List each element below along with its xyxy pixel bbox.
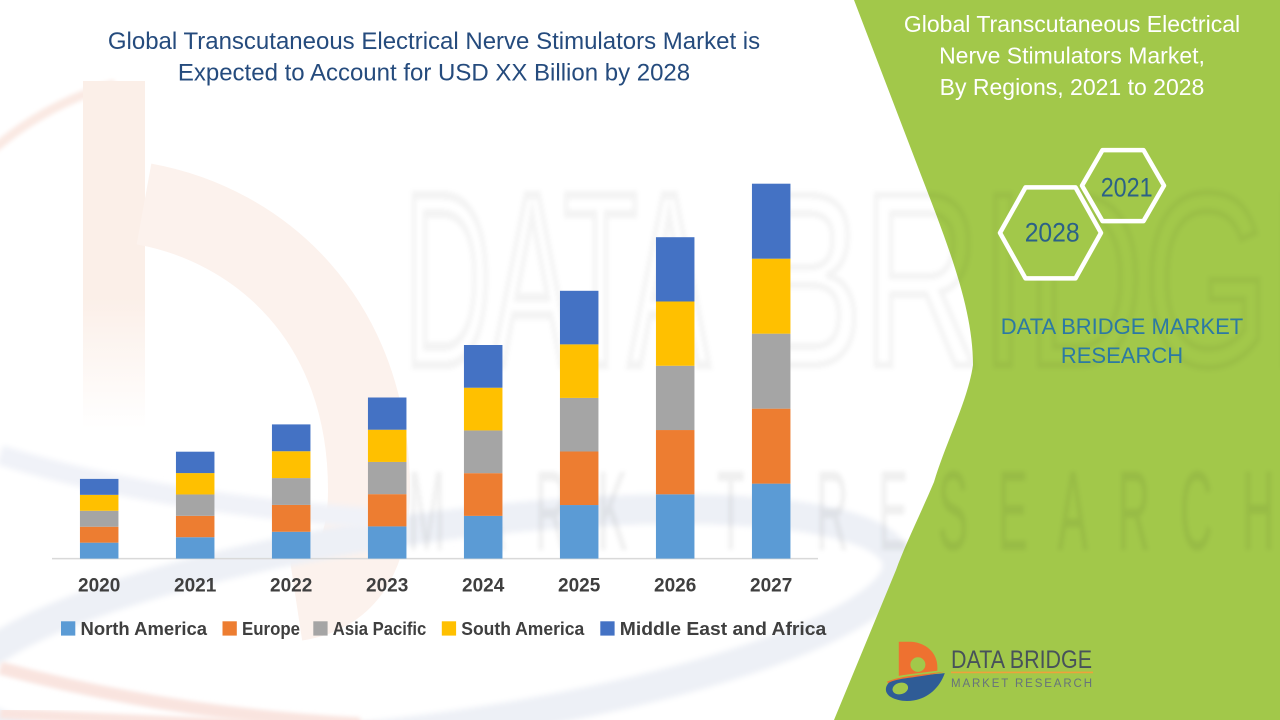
svg-text:2024: 2024 <box>462 576 505 597</box>
svg-text:North America: North America <box>81 619 209 639</box>
svg-text:Nerve Stimulators Market,: Nerve Stimulators Market, <box>939 43 1205 69</box>
svg-text:2026: 2026 <box>654 576 696 597</box>
svg-text:By Regions, 2021 to 2028: By Regions, 2021 to 2028 <box>940 74 1205 100</box>
svg-text:RESEARCH: RESEARCH <box>1061 343 1183 368</box>
svg-text:2028: 2028 <box>1025 218 1080 248</box>
svg-text:Asia Pacific: Asia Pacific <box>333 619 427 639</box>
svg-text:MARKET RESEARCH: MARKET RESEARCH <box>951 678 1092 690</box>
svg-text:2025: 2025 <box>558 576 601 597</box>
svg-text:2021: 2021 <box>174 576 217 597</box>
svg-text:DATA BRIDGE MARKET: DATA BRIDGE MARKET <box>1001 314 1243 339</box>
svg-text:Expected to Account for USD XX: Expected to Account for USD XX Billion b… <box>178 59 690 86</box>
svg-text:BRIDGE: BRIDGE <box>754 143 1280 418</box>
svg-text:Global Transcutaneous Electric: Global Transcutaneous Electrical <box>904 11 1240 37</box>
svg-text:2027: 2027 <box>750 576 792 597</box>
svg-text:2022: 2022 <box>270 576 312 597</box>
svg-text:2023: 2023 <box>366 576 408 597</box>
svg-text:2021: 2021 <box>1101 173 1153 203</box>
svg-text:South America: South America <box>461 619 585 639</box>
svg-text:2020: 2020 <box>78 576 120 597</box>
svg-text:MARKET RESEARCH: MARKET RESEARCH <box>408 450 1280 575</box>
svg-text:Global Transcutaneous Electric: Global Transcutaneous Electrical Nerve S… <box>108 28 760 55</box>
svg-text:Middle East and Africa: Middle East and Africa <box>620 619 828 639</box>
svg-text:Europe: Europe <box>242 619 300 639</box>
svg-text:DATA BRIDGE: DATA BRIDGE <box>951 646 1092 674</box>
